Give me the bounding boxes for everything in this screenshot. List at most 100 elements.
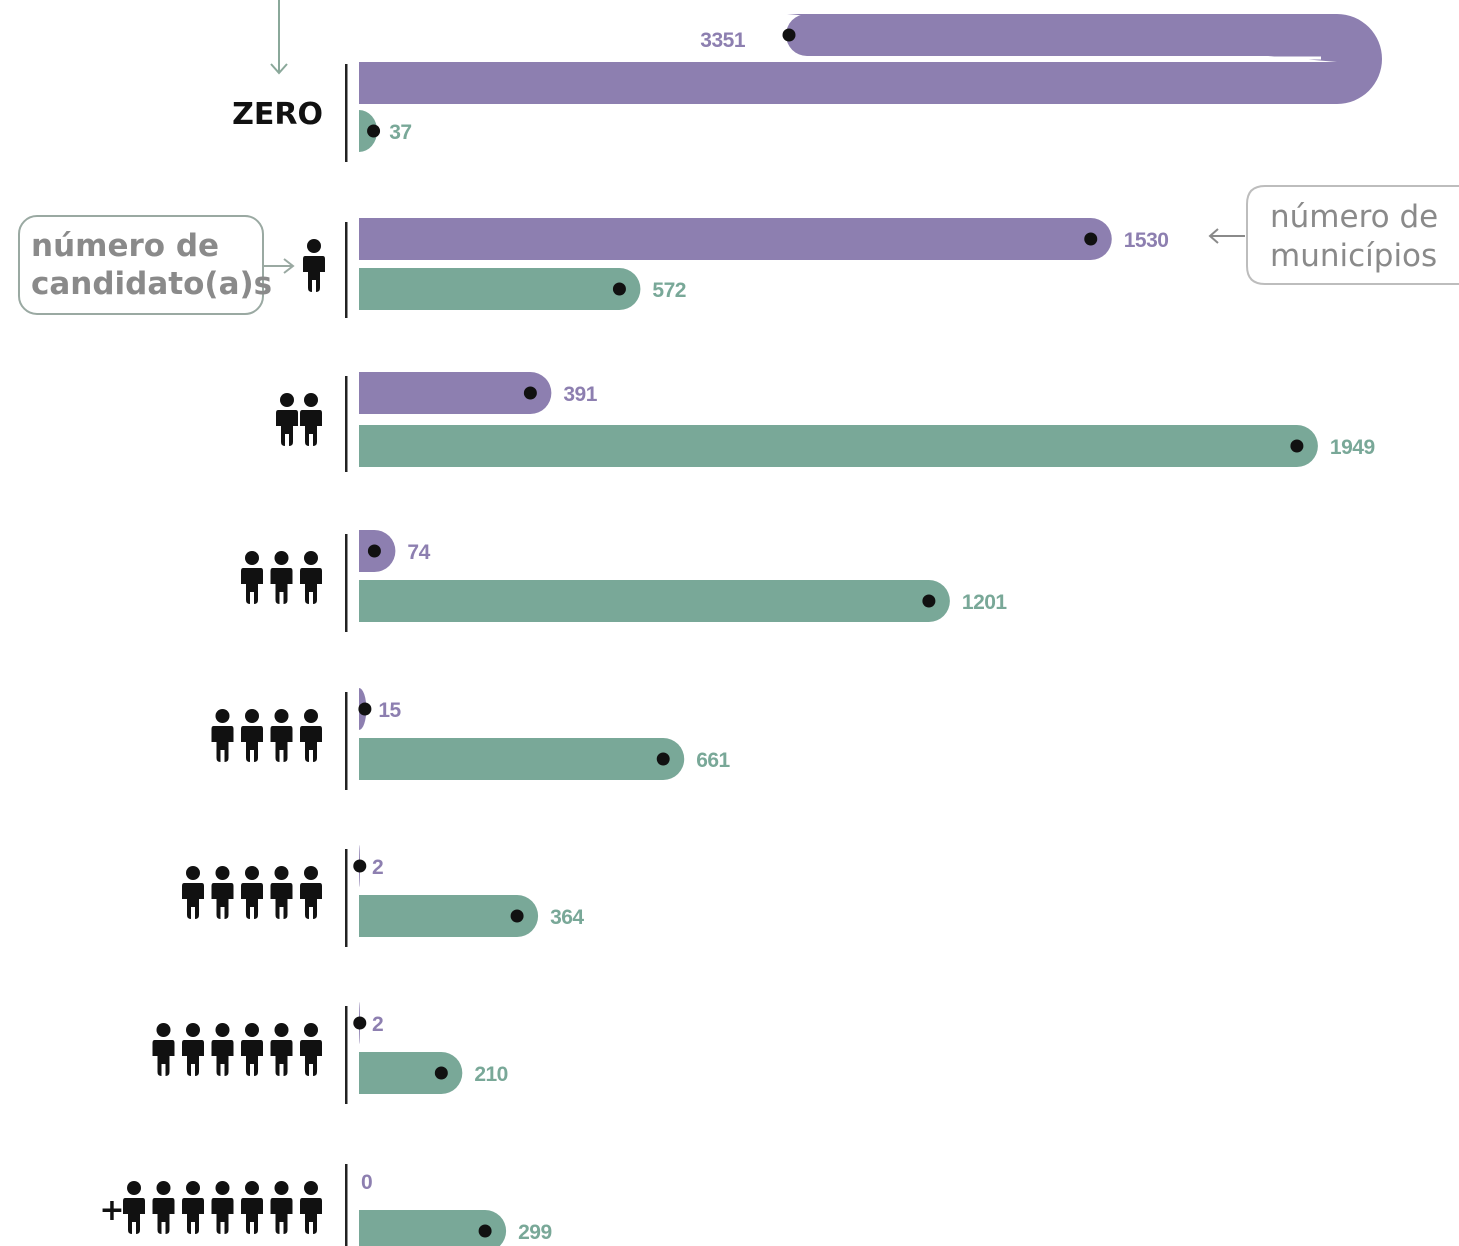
person-icon — [300, 866, 322, 919]
person-icon — [303, 239, 325, 292]
series-1-value-label: 1949 — [1330, 436, 1375, 459]
row-axis-line — [345, 1164, 348, 1246]
person-icon — [211, 709, 234, 762]
person-icon — [270, 1023, 293, 1076]
series-1-bar-dot — [922, 594, 936, 608]
series-0-value-label: 15 — [378, 699, 401, 722]
candidates-callout-arrow — [264, 258, 295, 274]
candidates-callout: número de candidato(a)s — [18, 215, 295, 315]
person-icon — [211, 1181, 234, 1234]
series-1-value-label: 37 — [389, 121, 411, 144]
row-axis-line — [345, 534, 348, 632]
candidates-callout-text: número de candidato(a)s — [31, 228, 272, 302]
series-0-bar-dot — [782, 28, 796, 42]
person-icon — [270, 709, 293, 762]
series-1-value-label: 1201 — [962, 591, 1008, 614]
series-0-bar-dot — [353, 859, 367, 873]
person-icon — [182, 1181, 204, 1234]
series-1-value-label: 364 — [550, 906, 584, 929]
series-0-bar-dot — [523, 386, 537, 400]
series-1-bar — [359, 425, 1318, 467]
person-icon — [241, 1181, 263, 1234]
series-1-bar-dot — [478, 1224, 492, 1238]
municipalities-callout-line-2: municípios — [1270, 238, 1437, 274]
series-1-bar-dot — [656, 752, 670, 766]
series-1-value-label: 572 — [652, 279, 686, 302]
municipalities-callout-line-1: número de — [1270, 199, 1438, 235]
person-icon — [300, 709, 322, 762]
municipalities-callout-text: número de municípios — [1270, 199, 1448, 274]
bar-rows: ZERO335137153057239119497412011566123642… — [99, 14, 1382, 1246]
series-0-value-label: 1530 — [1124, 229, 1169, 252]
series-1-bar — [359, 738, 685, 780]
person-icon — [123, 1181, 145, 1234]
row-axis-line — [345, 376, 348, 472]
series-0-bar-dot — [367, 544, 381, 558]
plus-sign: + — [99, 1193, 124, 1228]
person-icon — [300, 551, 322, 604]
series-0-bar-dot — [358, 702, 372, 716]
series-1-value-label: 299 — [518, 1221, 552, 1244]
series-0-bar-dot — [353, 1016, 367, 1030]
series-1-bar — [359, 580, 950, 622]
series-1-bar — [359, 895, 539, 937]
person-icon — [241, 866, 263, 919]
person-icon — [300, 1181, 322, 1234]
person-icon — [300, 393, 322, 446]
municipalities-callout-box — [1246, 185, 1459, 285]
series-0-value-label: 2 — [372, 856, 383, 879]
person-icon — [276, 393, 298, 446]
municipalities-callout: número de municípios — [1208, 185, 1459, 285]
candidates-callout-box — [18, 215, 264, 315]
series-0-value-label: 74 — [407, 541, 430, 564]
series-0-value-label: 0 — [361, 1171, 372, 1194]
top-down-arrow — [270, 0, 288, 75]
series-1-bar — [359, 268, 641, 310]
series-1-bar — [359, 1210, 507, 1246]
row-4: 15 661 — [211, 688, 731, 790]
series-1-value-label: 210 — [474, 1063, 508, 1086]
series-0-bar-upper — [786, 14, 1337, 56]
row-plus-7: +0 299 — [99, 1164, 552, 1246]
series-0-bar — [359, 372, 552, 414]
series-0-bar-dot — [1084, 232, 1098, 246]
series-0-value-label: 2 — [372, 1013, 383, 1036]
row-axis-line — [345, 692, 348, 790]
series-0-bar — [359, 218, 1112, 260]
candidates-callout-line-2: candidato(a)s — [31, 266, 272, 302]
person-icon — [270, 551, 293, 604]
person-icon — [182, 1023, 204, 1076]
series-1-bar-dot — [367, 124, 381, 138]
person-icon — [241, 709, 263, 762]
series-1-bar-dot — [510, 909, 524, 923]
municipalities-callout-arrow — [1208, 228, 1245, 244]
series-1-bar-dot — [612, 282, 626, 296]
series-1-bar-dot — [434, 1066, 448, 1080]
person-icon — [270, 866, 293, 919]
series-1-bar — [359, 1052, 463, 1094]
row-2: 391 1949 — [276, 372, 1375, 472]
row-1: 1530 572 — [303, 218, 1169, 318]
series-0-bar-lower — [359, 62, 1337, 104]
person-icon — [241, 1023, 263, 1076]
series-0-value-label: 391 — [563, 383, 597, 406]
row-5: 2 364 — [182, 845, 585, 947]
person-icon — [300, 1023, 322, 1076]
row-6: 2 210 — [152, 1002, 508, 1104]
row-axis-line — [345, 222, 348, 318]
row-axis-line — [345, 849, 348, 947]
person-icon — [241, 551, 263, 604]
person-icon — [152, 1023, 175, 1076]
series-1-value-label: 661 — [696, 749, 730, 772]
series-1-bar-dot — [1290, 439, 1304, 453]
person-icon — [270, 1181, 293, 1234]
series-0-value-label: 3351 — [700, 29, 746, 52]
row-axis-line — [345, 64, 348, 162]
row-3: 74 1201 — [241, 530, 1008, 632]
row-zero: ZERO 3351 37 — [232, 14, 1382, 162]
row-label-zero: ZERO — [232, 97, 323, 132]
row-axis-line — [345, 1006, 348, 1104]
person-icon — [211, 866, 234, 919]
person-icon — [182, 866, 204, 919]
